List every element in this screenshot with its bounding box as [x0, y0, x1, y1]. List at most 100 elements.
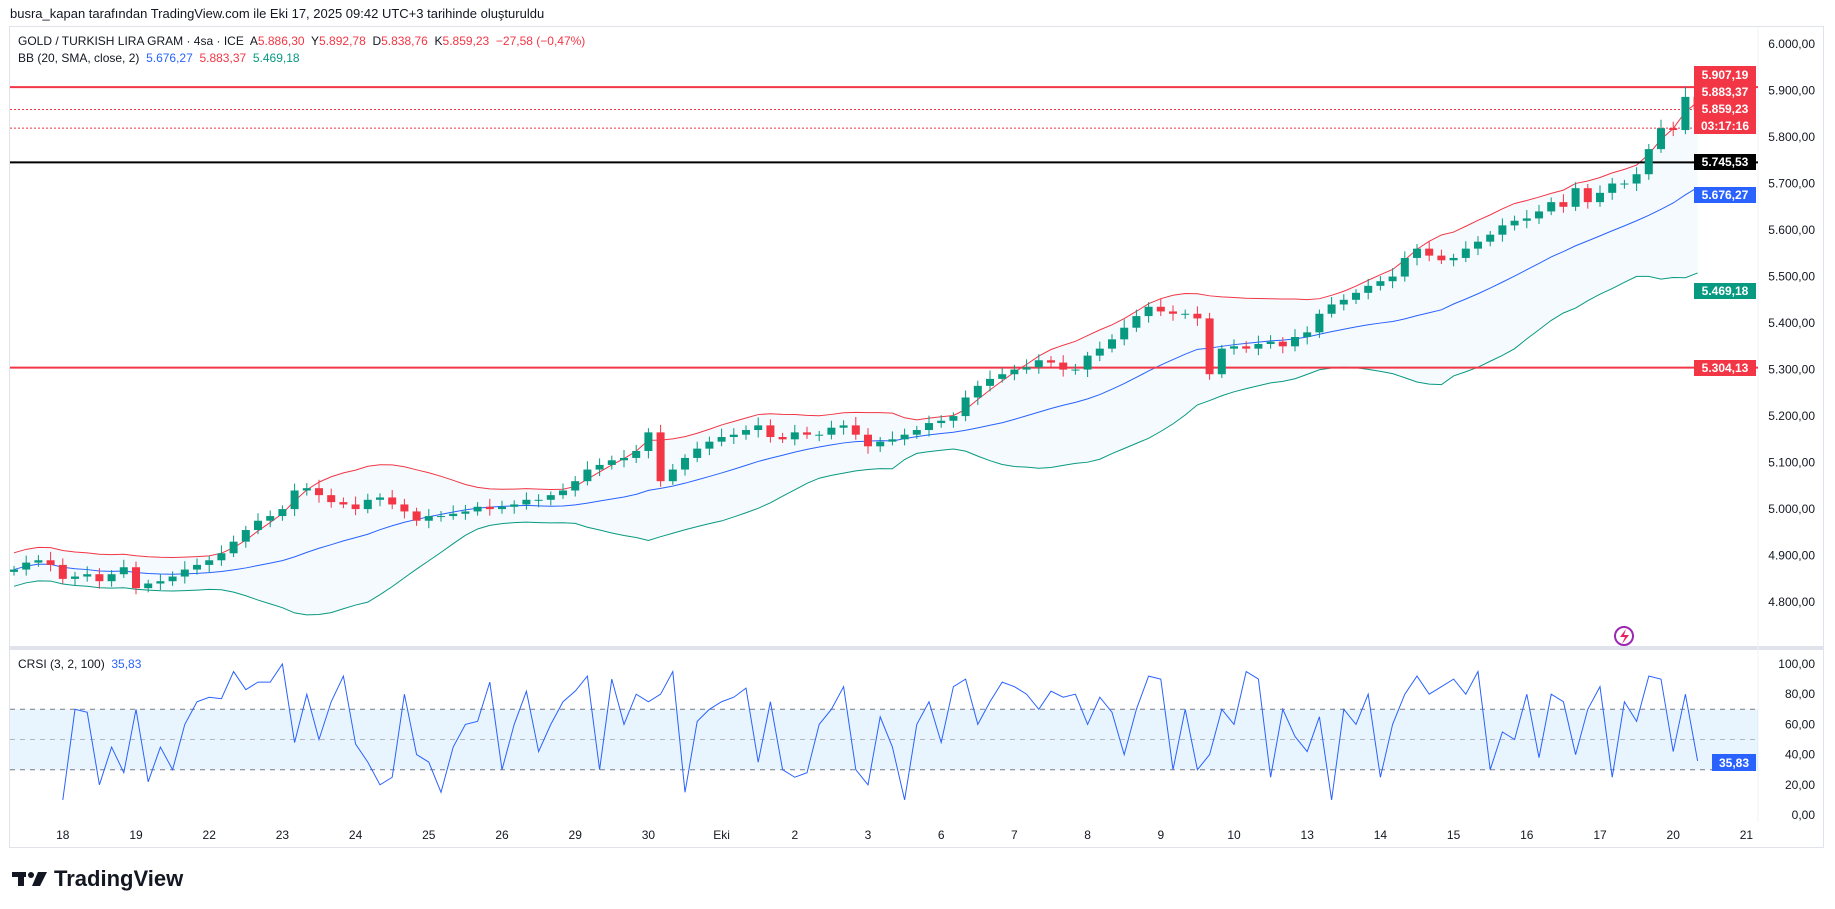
candle-body[interactable]: [424, 516, 433, 521]
candle-body[interactable]: [1120, 327, 1129, 340]
candle-body[interactable]: [1449, 257, 1458, 261]
candle-body[interactable]: [1254, 343, 1263, 349]
candle-body[interactable]: [1474, 241, 1482, 249]
candle-body[interactable]: [1144, 306, 1153, 317]
candle-body[interactable]: [485, 506, 494, 510]
candle-body[interactable]: [961, 397, 970, 417]
candle-body[interactable]: [1388, 276, 1397, 282]
candle-body[interactable]: [278, 509, 287, 517]
candle-body[interactable]: [839, 425, 848, 428]
candle-body[interactable]: [388, 497, 397, 505]
candle-body[interactable]: [1108, 339, 1116, 349]
candle-body[interactable]: [742, 430, 750, 435]
candle-body[interactable]: [205, 560, 214, 565]
candle-body[interactable]: [534, 499, 543, 501]
candle-body[interactable]: [1156, 306, 1165, 312]
candle-body[interactable]: [241, 530, 250, 542]
candle-body[interactable]: [1266, 341, 1275, 344]
candle-body[interactable]: [339, 502, 348, 505]
candle-body[interactable]: [1583, 188, 1592, 203]
candle-body[interactable]: [180, 569, 189, 577]
candle-body[interactable]: [1071, 369, 1080, 371]
candle-body[interactable]: [778, 437, 787, 440]
candle-body[interactable]: [729, 434, 738, 438]
candle-body[interactable]: [217, 553, 226, 561]
candle-body[interactable]: [912, 430, 921, 435]
candle-body[interactable]: [1669, 128, 1678, 131]
candle-body[interactable]: [107, 574, 116, 582]
candle-body[interactable]: [22, 562, 31, 570]
candle-body[interactable]: [1571, 188, 1580, 207]
candle-body[interactable]: [1510, 220, 1519, 226]
candle-body[interactable]: [1498, 225, 1507, 235]
candle-body[interactable]: [1644, 149, 1653, 175]
candle-body[interactable]: [705, 441, 714, 449]
candle-body[interactable]: [546, 495, 555, 500]
candle-body[interactable]: [1230, 346, 1238, 349]
candle-body[interactable]: [1352, 292, 1360, 300]
candle-body[interactable]: [644, 432, 653, 451]
candle-body[interactable]: [790, 432, 799, 440]
candle-body[interactable]: [998, 374, 1007, 379]
candle-body[interactable]: [1437, 255, 1446, 261]
candle-body[interactable]: [632, 450, 641, 458]
candle-body[interactable]: [58, 564, 67, 579]
candle-body[interactable]: [1364, 285, 1373, 293]
candle-body[interactable]: [803, 432, 811, 435]
candle-body[interactable]: [156, 581, 165, 584]
candle-body[interactable]: [290, 490, 299, 510]
candle-body[interactable]: [559, 490, 567, 496]
candle-body[interactable]: [925, 423, 933, 431]
candle-body[interactable]: [1681, 96, 1690, 131]
candle-body[interactable]: [888, 439, 897, 442]
candle-body[interactable]: [119, 567, 128, 575]
candle-body[interactable]: [376, 497, 384, 500]
candle-body[interactable]: [449, 513, 458, 517]
candle-body[interactable]: [681, 457, 689, 470]
candle-body[interactable]: [1657, 128, 1665, 150]
candle-body[interactable]: [1425, 248, 1434, 256]
candle-body[interactable]: [510, 504, 519, 507]
candle-body[interactable]: [1291, 337, 1299, 347]
candle-body[interactable]: [71, 576, 79, 579]
bb-legend[interactable]: BB (20, SMA, close, 2) 5.676,27 5.883,37…: [18, 51, 300, 65]
candle-body[interactable]: [10, 569, 18, 572]
candle-body[interactable]: [754, 425, 763, 431]
candle-body[interactable]: [1217, 348, 1226, 375]
candle-body[interactable]: [229, 541, 238, 554]
candle-body[interactable]: [1034, 360, 1043, 368]
candle-body[interactable]: [254, 520, 262, 531]
candle-body[interactable]: [522, 499, 531, 505]
candle-body[interactable]: [1339, 299, 1348, 305]
candle-body[interactable]: [1596, 192, 1604, 203]
candle-body[interactable]: [766, 425, 775, 438]
candle-body[interactable]: [986, 378, 994, 386]
candle-body[interactable]: [46, 560, 55, 565]
candle-body[interactable]: [607, 460, 616, 465]
candle-body[interactable]: [266, 516, 275, 521]
tradingview-logo[interactable]: TradingView: [12, 866, 183, 892]
candle-body[interactable]: [1547, 202, 1556, 212]
crsi-label[interactable]: CRSI (3, 2, 100): [18, 657, 105, 671]
candle-body[interactable]: [1559, 202, 1568, 207]
candle-body[interactable]: [1278, 341, 1287, 347]
candle-body[interactable]: [1486, 234, 1495, 242]
candle-body[interactable]: [437, 516, 445, 518]
candle-body[interactable]: [315, 488, 323, 496]
candle-body[interactable]: [937, 420, 946, 424]
candle-body[interactable]: [1608, 183, 1617, 193]
bb-label[interactable]: BB (20, SMA, close, 2): [18, 51, 140, 65]
candle-body[interactable]: [1620, 183, 1629, 185]
candle-body[interactable]: [1376, 281, 1385, 286]
candle-body[interactable]: [95, 574, 104, 582]
candle-body[interactable]: [1522, 218, 1531, 221]
candle-body[interactable]: [827, 427, 836, 435]
candle-body[interactable]: [34, 560, 43, 563]
candle-body[interactable]: [717, 437, 726, 442]
candle-body[interactable]: [1632, 174, 1641, 184]
candle-body[interactable]: [1132, 316, 1141, 328]
candle-body[interactable]: [473, 506, 482, 512]
candle-body[interactable]: [132, 567, 140, 589]
candle-body[interactable]: [620, 457, 628, 461]
